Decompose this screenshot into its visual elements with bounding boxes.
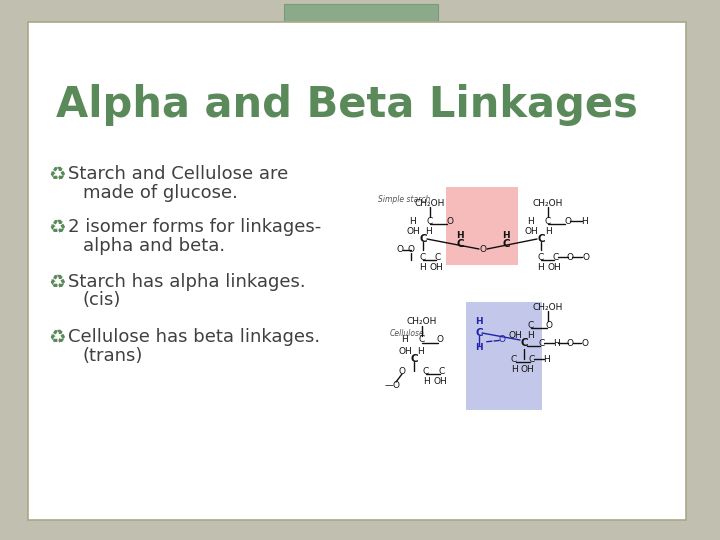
Text: C: C: [419, 335, 425, 345]
Text: —O: —O: [385, 381, 401, 389]
Text: H: H: [502, 231, 510, 240]
Text: O: O: [397, 246, 403, 254]
Text: C: C: [538, 253, 544, 261]
Text: OH: OH: [520, 366, 534, 375]
Text: C: C: [419, 234, 427, 244]
Text: C: C: [410, 354, 418, 364]
Text: Starch and Cellulose are: Starch and Cellulose are: [68, 165, 288, 183]
Text: (trans): (trans): [83, 347, 143, 365]
Text: C: C: [511, 354, 517, 363]
Text: H: H: [553, 339, 559, 348]
Text: C: C: [456, 239, 464, 249]
Text: H: H: [538, 264, 544, 273]
Text: C: C: [553, 253, 559, 261]
Text: H: H: [475, 343, 483, 353]
Text: C: C: [439, 367, 445, 375]
Text: H: H: [543, 354, 549, 363]
Text: H: H: [580, 217, 588, 226]
Text: C: C: [502, 239, 510, 249]
Text: O: O: [567, 253, 574, 261]
Text: C: C: [529, 354, 535, 363]
Text: O: O: [480, 245, 487, 253]
Text: OH: OH: [433, 377, 447, 387]
Text: C: C: [537, 234, 545, 244]
Text: C: C: [539, 339, 545, 348]
Text: O: O: [446, 217, 454, 226]
Text: O: O: [498, 335, 505, 345]
Bar: [466, 302, 542, 410]
Text: O: O: [436, 335, 444, 345]
Text: (cis): (cis): [83, 291, 122, 309]
Text: OH: OH: [524, 227, 538, 237]
Text: C: C: [423, 367, 429, 375]
Text: O: O: [567, 339, 574, 348]
Text: ♻: ♻: [48, 218, 66, 237]
Text: H: H: [410, 217, 416, 226]
Text: H: H: [425, 227, 431, 237]
Text: —O: —O: [574, 340, 590, 348]
Text: ♻: ♻: [48, 165, 66, 184]
Text: C: C: [435, 253, 441, 261]
Text: CH₂OH: CH₂OH: [533, 199, 563, 207]
Text: C: C: [528, 321, 534, 329]
Text: 2 isomer forms for linkages-: 2 isomer forms for linkages-: [68, 218, 321, 236]
Text: Alpha and Beta Linkages: Alpha and Beta Linkages: [56, 84, 638, 126]
Text: H: H: [528, 217, 534, 226]
Text: C: C: [520, 338, 528, 348]
Text: Simple starch: Simple starch: [378, 195, 431, 205]
Text: Starch has alpha linkages.: Starch has alpha linkages.: [68, 273, 305, 291]
Text: H: H: [423, 377, 429, 387]
Text: H: H: [526, 332, 534, 341]
Text: CH₂OH: CH₂OH: [533, 302, 563, 312]
Text: H: H: [475, 318, 483, 327]
Text: Cellulose has beta linkages.: Cellulose has beta linkages.: [68, 328, 320, 346]
Text: O: O: [564, 217, 572, 226]
Text: OH: OH: [398, 347, 412, 355]
Text: CH₂OH: CH₂OH: [407, 318, 437, 327]
Text: H: H: [544, 227, 552, 237]
Text: H: H: [420, 264, 426, 273]
Text: O: O: [546, 321, 552, 329]
Text: alpha and beta.: alpha and beta.: [83, 237, 225, 255]
Text: OH: OH: [406, 227, 420, 237]
Text: Cellulose: Cellulose: [390, 328, 425, 338]
Text: H: H: [402, 335, 408, 345]
Text: OH: OH: [429, 264, 443, 273]
Text: O: O: [398, 367, 405, 375]
Bar: [284, 4, 438, 62]
Text: CH₂OH: CH₂OH: [415, 199, 445, 207]
Text: C: C: [420, 253, 426, 261]
Bar: [446, 187, 518, 265]
Text: H: H: [456, 231, 464, 240]
Text: ♻: ♻: [48, 328, 66, 347]
Text: C: C: [475, 328, 483, 338]
Text: made of glucose.: made of glucose.: [83, 184, 238, 202]
Text: —O: —O: [575, 253, 591, 261]
Text: ♻: ♻: [48, 273, 66, 292]
Text: C: C: [545, 217, 551, 226]
Text: C: C: [427, 217, 433, 226]
Text: OH: OH: [508, 332, 522, 341]
Text: OH: OH: [547, 264, 561, 273]
Text: H: H: [510, 366, 518, 375]
Text: H: H: [417, 347, 423, 355]
Text: O: O: [408, 246, 415, 254]
